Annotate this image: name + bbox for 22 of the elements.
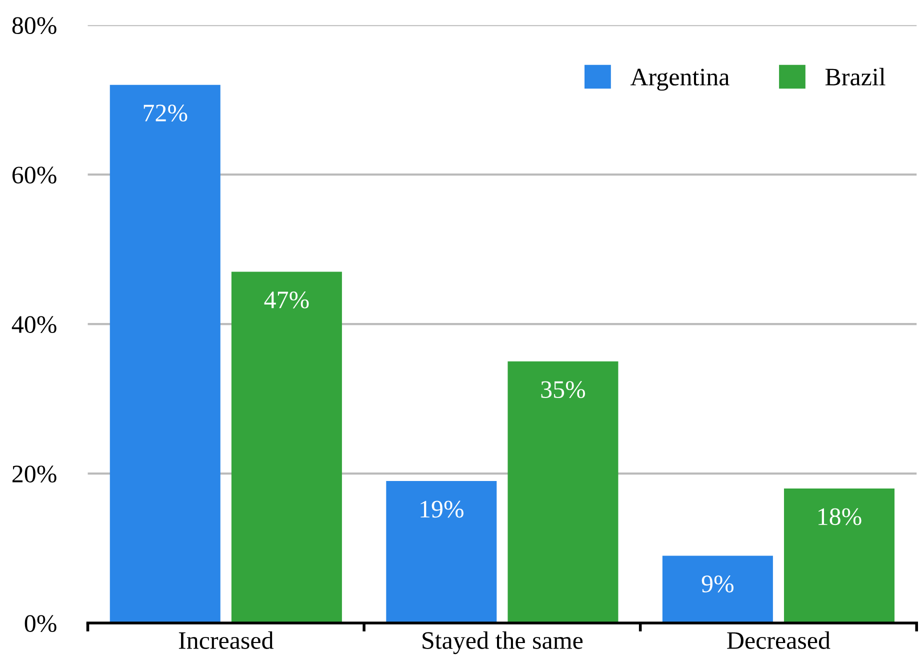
x-tick-label: Stayed the same bbox=[422, 631, 583, 654]
y-tick-label: 40% bbox=[12, 316, 56, 334]
y-tick-label: 0% bbox=[24, 615, 56, 632]
bar bbox=[110, 84, 220, 624]
legend-label: Argentina bbox=[630, 68, 730, 91]
y-tick-label: 20% bbox=[12, 466, 56, 483]
data-label: 47% bbox=[264, 291, 309, 308]
x-tick-label: Increased bbox=[178, 631, 274, 649]
bar bbox=[662, 556, 773, 624]
data-label: 18% bbox=[818, 508, 862, 526]
y-tick-label: 80% bbox=[12, 17, 56, 34]
legend-label: Brazil bbox=[825, 68, 886, 86]
y-tick-label: 60% bbox=[12, 166, 56, 184]
data-label: 35% bbox=[541, 381, 586, 398]
bar bbox=[784, 488, 895, 624]
bar bbox=[386, 481, 497, 624]
data-label: 72% bbox=[144, 104, 188, 122]
data-label: 19% bbox=[420, 500, 464, 518]
bar bbox=[231, 272, 342, 624]
data-label: 9% bbox=[702, 575, 734, 592]
x-tick-label: Decreased bbox=[727, 631, 830, 649]
bar bbox=[508, 361, 618, 624]
